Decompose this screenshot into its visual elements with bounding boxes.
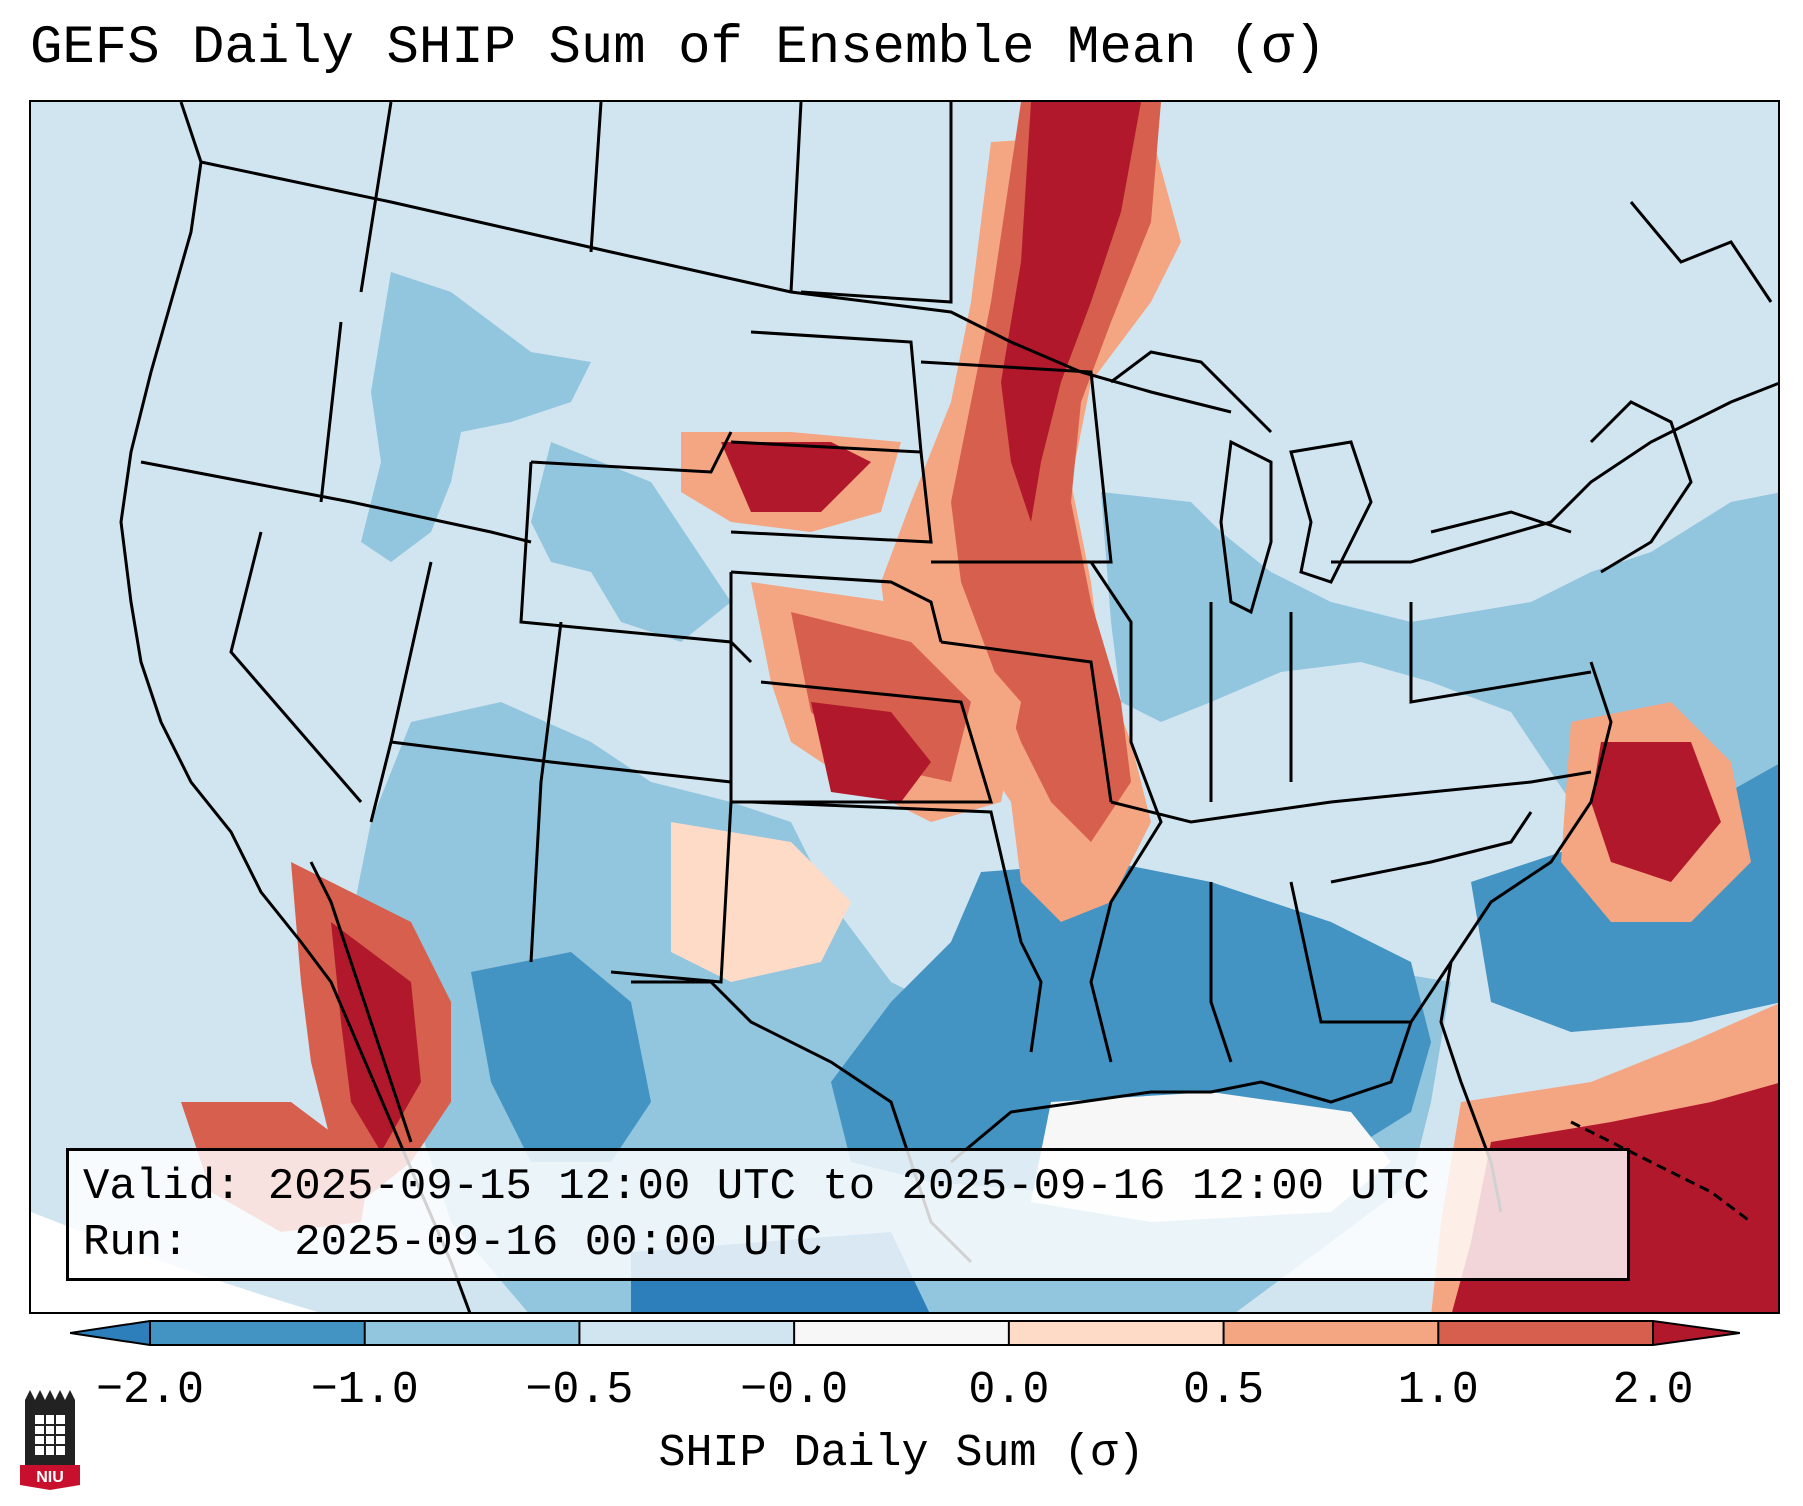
state-mt-wy	[530, 431, 733, 474]
region-nm-light	[671, 822, 851, 982]
run-value: 2025-09-16 00:00 UTC	[294, 1218, 823, 1268]
province-sk-mb	[789, 102, 803, 293]
new-england	[1589, 400, 1693, 574]
colorbar-segment	[1008, 1321, 1225, 1345]
run-label: Run:	[83, 1218, 189, 1268]
region-plains-band-core	[1001, 102, 1141, 522]
colorbar-extend-low	[70, 1321, 150, 1345]
state-ga-sc-nc	[1330, 811, 1533, 884]
state-ms-al	[1209, 882, 1233, 1063]
state-ut-co-az-nm	[529, 621, 563, 963]
state-ia-mo	[940, 640, 1113, 803]
colorbar-tick-label: −0.5	[525, 1365, 634, 1416]
valid-value: 2025-09-15 12:00 UTC to 2025-09-16 12:00…	[267, 1162, 1430, 1212]
colorbar-extend-high	[1653, 1321, 1740, 1345]
state-wa-id	[319, 321, 343, 503]
colorbar-tick-label: −1.0	[310, 1365, 419, 1416]
region-mexico-north	[471, 952, 651, 1162]
region-plains-band-mid	[951, 102, 1161, 842]
niu-logo: NIU	[20, 1390, 80, 1490]
state-wy	[519, 461, 753, 664]
map-svg	[31, 102, 1778, 1312]
state-co-nm-tx	[610, 572, 733, 984]
province-bc-ab	[359, 102, 393, 293]
colorbar-tick-label: 1.0	[1397, 1365, 1479, 1416]
chart-title: GEFS Daily SHIP Sum of Ensemble Mean (σ)	[30, 18, 1327, 79]
west-coastline	[119, 102, 472, 1312]
colorbar-segment	[1223, 1321, 1439, 1345]
map-panel	[29, 100, 1780, 1314]
boundaries	[119, 102, 1778, 1312]
province-mb	[800, 102, 953, 304]
valid-label: Valid:	[83, 1162, 242, 1212]
michigan-lower-peninsula	[1289, 440, 1373, 584]
state-nv	[229, 531, 363, 803]
canada-border-west	[200, 160, 1232, 414]
cuba	[1570, 1120, 1752, 1224]
gulf-coastline	[950, 1021, 1413, 1164]
colorbar-label: SHIP Daily Sum (σ)	[658, 1428, 1145, 1479]
region-atlantic-low-core	[1591, 742, 1721, 882]
region-northwest	[361, 272, 591, 562]
canada-border-east	[1331, 381, 1778, 564]
east-coastline	[1439, 661, 1613, 1213]
colorbar-tick-label: −2.0	[95, 1365, 205, 1416]
colorbar	[70, 1320, 1740, 1346]
logo-banner	[20, 1465, 80, 1490]
colorbar-tick-label: 0.5	[1183, 1365, 1265, 1416]
state-az-ut-row	[390, 740, 732, 784]
state-oh-pa	[1409, 602, 1592, 704]
state-al-ga-fl	[1289, 881, 1453, 1024]
region-kansas-core	[811, 702, 931, 802]
lake-erie-ontario	[1430, 510, 1572, 534]
valid-row: Valid: 2025-09-15 12:00 UTC to 2025-09-1…	[83, 1159, 1613, 1215]
valid-run-infobox: Valid: 2025-09-15 12:00 UTC to 2025-09-1…	[66, 1148, 1630, 1281]
logo-battlement	[25, 1390, 75, 1400]
province-ab-sk	[589, 102, 603, 253]
run-row: Run: 2025-09-16 00:00 UTC	[83, 1215, 1613, 1271]
colorbar-tick-label: 2.0	[1612, 1365, 1694, 1416]
projection-edge-left	[31, 1212, 318, 1312]
colorbar-outline	[70, 1320, 1740, 1346]
colorbar-segment	[364, 1321, 580, 1345]
lake-superior	[1110, 350, 1273, 434]
state-sd	[730, 440, 933, 544]
region-rockies	[531, 442, 731, 642]
state-ok	[750, 800, 1023, 943]
state-ks	[731, 680, 994, 804]
region-kansas-mid	[791, 612, 971, 782]
region-dakotas-core	[721, 442, 871, 512]
colorbar-segment	[150, 1321, 366, 1345]
logo-text: NIU	[36, 1469, 64, 1486]
baja-coast	[309, 861, 413, 1143]
state-tx-la	[1019, 941, 1043, 1053]
colorbar-segment	[579, 1321, 795, 1345]
logo-window-grid	[35, 1415, 65, 1455]
state-or-ca-border	[140, 460, 532, 544]
lake-michigan	[1219, 439, 1273, 615]
maritimes	[1629, 201, 1773, 303]
state-ky-tn-va-nc	[1110, 770, 1592, 824]
state-nd	[750, 330, 923, 453]
colorbar-segment	[1438, 1321, 1654, 1345]
state-mn	[920, 360, 1113, 564]
colorbar-segment	[794, 1321, 1010, 1345]
state-mississippi	[1089, 561, 1163, 1063]
state-ne	[730, 570, 943, 643]
colorbar-tick-label: 0.0	[968, 1365, 1050, 1416]
colorbar-tick-label: −0.0	[740, 1365, 849, 1416]
